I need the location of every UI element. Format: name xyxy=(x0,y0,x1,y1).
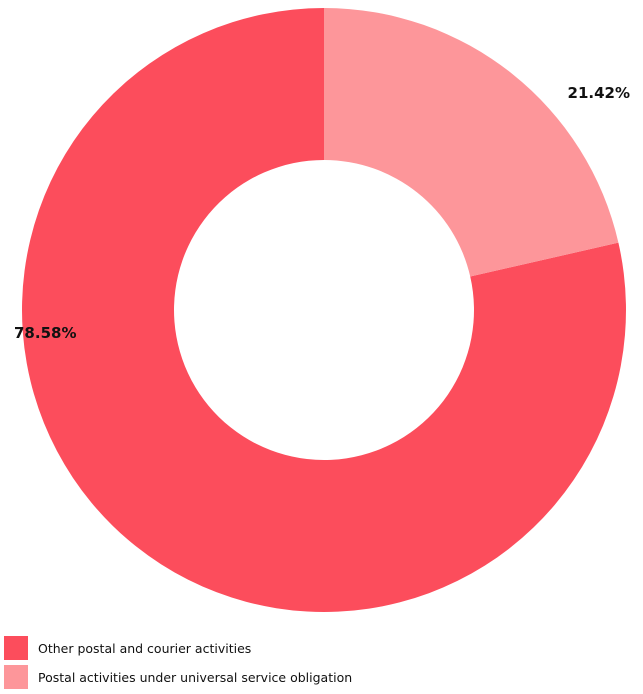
slice-labels: 78.58% 21.42% xyxy=(14,84,630,342)
legend-label-universal-service: Postal activities under universal servic… xyxy=(38,669,353,685)
legend-item-universal-service: Postal activities under universal servic… xyxy=(4,665,352,689)
legend-swatch-universal-service xyxy=(4,665,28,689)
slice-universal-service xyxy=(324,8,619,277)
slice-label-universal-service: 21.42% xyxy=(568,84,630,102)
legend-item-other-postal: Other postal and courier activities xyxy=(4,636,352,660)
slice-label-other-postal: 78.58% xyxy=(14,324,76,342)
legend: Other postal and courier activities Post… xyxy=(4,636,352,694)
donut-slices xyxy=(22,8,626,612)
legend-swatch-other-postal xyxy=(4,636,28,660)
legend-label-other-postal: Other postal and courier activities xyxy=(38,640,252,656)
slice-other-postal xyxy=(22,8,626,612)
